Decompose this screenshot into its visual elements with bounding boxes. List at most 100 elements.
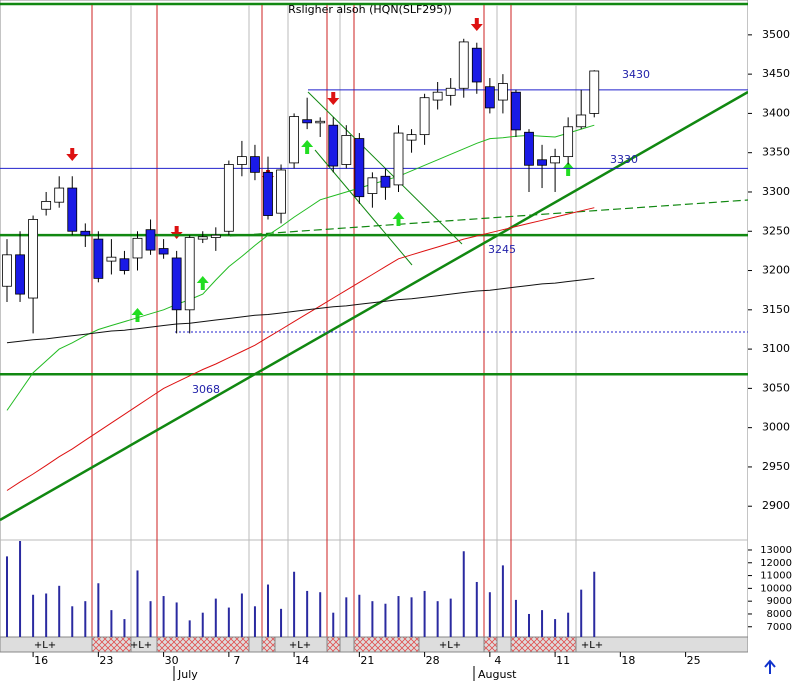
sell-arrow bbox=[66, 148, 79, 161]
y-tick-label: 3300 bbox=[762, 185, 790, 198]
moving-average bbox=[6, 207, 595, 491]
candle-body bbox=[210, 234, 221, 238]
level-label: 3245 bbox=[488, 243, 516, 256]
candle-body bbox=[223, 164, 234, 232]
sell-arrow bbox=[470, 18, 483, 31]
moving-average bbox=[6, 277, 595, 344]
candle-body bbox=[511, 91, 521, 131]
candle-body bbox=[276, 169, 286, 214]
y-tick-label: 3500 bbox=[762, 28, 790, 41]
candle-body bbox=[393, 132, 404, 186]
candle-body bbox=[315, 120, 326, 124]
candle-body bbox=[589, 70, 600, 114]
candle-body bbox=[119, 258, 130, 271]
volume-tick-label: 11000 bbox=[760, 571, 792, 582]
candle-body bbox=[41, 201, 52, 210]
candle-body bbox=[15, 254, 25, 295]
candle-body bbox=[158, 248, 169, 255]
month-label: August bbox=[478, 668, 517, 681]
candle-body bbox=[354, 138, 365, 198]
candle-body bbox=[171, 257, 182, 311]
candle-body bbox=[367, 177, 378, 194]
plot-area bbox=[0, 0, 749, 638]
candle-body bbox=[380, 175, 391, 188]
y-tick-label: 3450 bbox=[762, 67, 790, 80]
candle-body bbox=[80, 230, 91, 236]
y-tick-label: 3150 bbox=[762, 303, 790, 316]
candle-body bbox=[341, 135, 352, 165]
candle-body bbox=[263, 171, 273, 216]
candle-body bbox=[67, 187, 78, 232]
x-tick-label: 23 bbox=[99, 654, 113, 667]
y-tick-label: 2950 bbox=[762, 460, 790, 473]
candle-body bbox=[2, 254, 12, 287]
candle-body bbox=[432, 91, 443, 101]
candle-body bbox=[484, 86, 495, 109]
candle-body bbox=[563, 126, 574, 158]
candle-body bbox=[419, 97, 430, 136]
candle-body bbox=[406, 134, 417, 141]
candle-body bbox=[302, 119, 313, 124]
axis-area bbox=[748, 0, 794, 652]
y-tick-label: 3050 bbox=[762, 381, 790, 394]
candle-body bbox=[550, 156, 560, 164]
sell-arrow bbox=[327, 92, 340, 105]
candle-body bbox=[458, 41, 469, 89]
candle-body bbox=[197, 236, 208, 240]
level-label: 3430 bbox=[622, 68, 650, 81]
level-label: 3068 bbox=[192, 383, 220, 396]
date-axis-area bbox=[0, 652, 794, 681]
candle-body bbox=[184, 237, 195, 311]
y-tick-label: 3400 bbox=[762, 106, 790, 119]
buy-arrow bbox=[196, 276, 209, 290]
candle-body bbox=[537, 159, 547, 166]
x-tick-label: 21 bbox=[360, 654, 374, 667]
strip-label: +L+ bbox=[439, 640, 461, 651]
buy-arrow bbox=[562, 162, 575, 176]
candle-body bbox=[328, 124, 339, 167]
candle-body bbox=[93, 238, 104, 279]
x-tick-label: 28 bbox=[426, 654, 440, 667]
x-tick-label: 18 bbox=[621, 654, 635, 667]
y-tick-label: 3350 bbox=[762, 146, 790, 159]
y-tick-label: 2900 bbox=[762, 499, 790, 512]
buy-arrow bbox=[131, 308, 144, 322]
buy-arrow bbox=[392, 212, 405, 226]
y-tick-label: 3250 bbox=[762, 224, 790, 237]
scroll-arrow[interactable] bbox=[764, 659, 776, 674]
candle-body bbox=[54, 187, 65, 203]
buy-arrow bbox=[301, 140, 314, 154]
x-tick-label: 11 bbox=[556, 654, 570, 667]
x-tick-label: 7 bbox=[233, 654, 240, 667]
volume-tick-label: 12000 bbox=[760, 558, 792, 569]
x-tick-label: 25 bbox=[687, 654, 701, 667]
y-tick-label: 3000 bbox=[762, 421, 790, 434]
candle-body bbox=[289, 116, 300, 164]
volume-tick-label: 8000 bbox=[767, 609, 792, 620]
moving-average bbox=[6, 124, 595, 411]
volume-tick-label: 9000 bbox=[767, 596, 792, 607]
candle-body bbox=[471, 47, 482, 83]
x-tick-label: 4 bbox=[494, 654, 501, 667]
candle-body bbox=[576, 114, 587, 128]
volume-tick-label: 10000 bbox=[760, 583, 792, 594]
y-tick-label: 3200 bbox=[762, 264, 790, 277]
strip-label: +L+ bbox=[289, 640, 311, 651]
volume-tick-label: 7000 bbox=[767, 622, 792, 633]
candle-body bbox=[250, 156, 260, 173]
x-tick-label: 14 bbox=[295, 654, 309, 667]
strip-label: +L+ bbox=[130, 640, 152, 651]
candle-body bbox=[236, 156, 247, 165]
level-label: 3330 bbox=[610, 153, 638, 166]
strip-label: +L+ bbox=[581, 640, 603, 651]
signal-strip bbox=[0, 636, 749, 653]
sell-arrow bbox=[170, 226, 183, 239]
x-tick-label: 30 bbox=[165, 654, 179, 667]
candle-body bbox=[132, 237, 143, 259]
candle-body bbox=[145, 229, 156, 251]
volume-tick-label: 13000 bbox=[760, 545, 792, 556]
month-label: July bbox=[177, 668, 198, 681]
x-tick-label: 16 bbox=[34, 654, 48, 667]
candle-body bbox=[524, 131, 534, 166]
